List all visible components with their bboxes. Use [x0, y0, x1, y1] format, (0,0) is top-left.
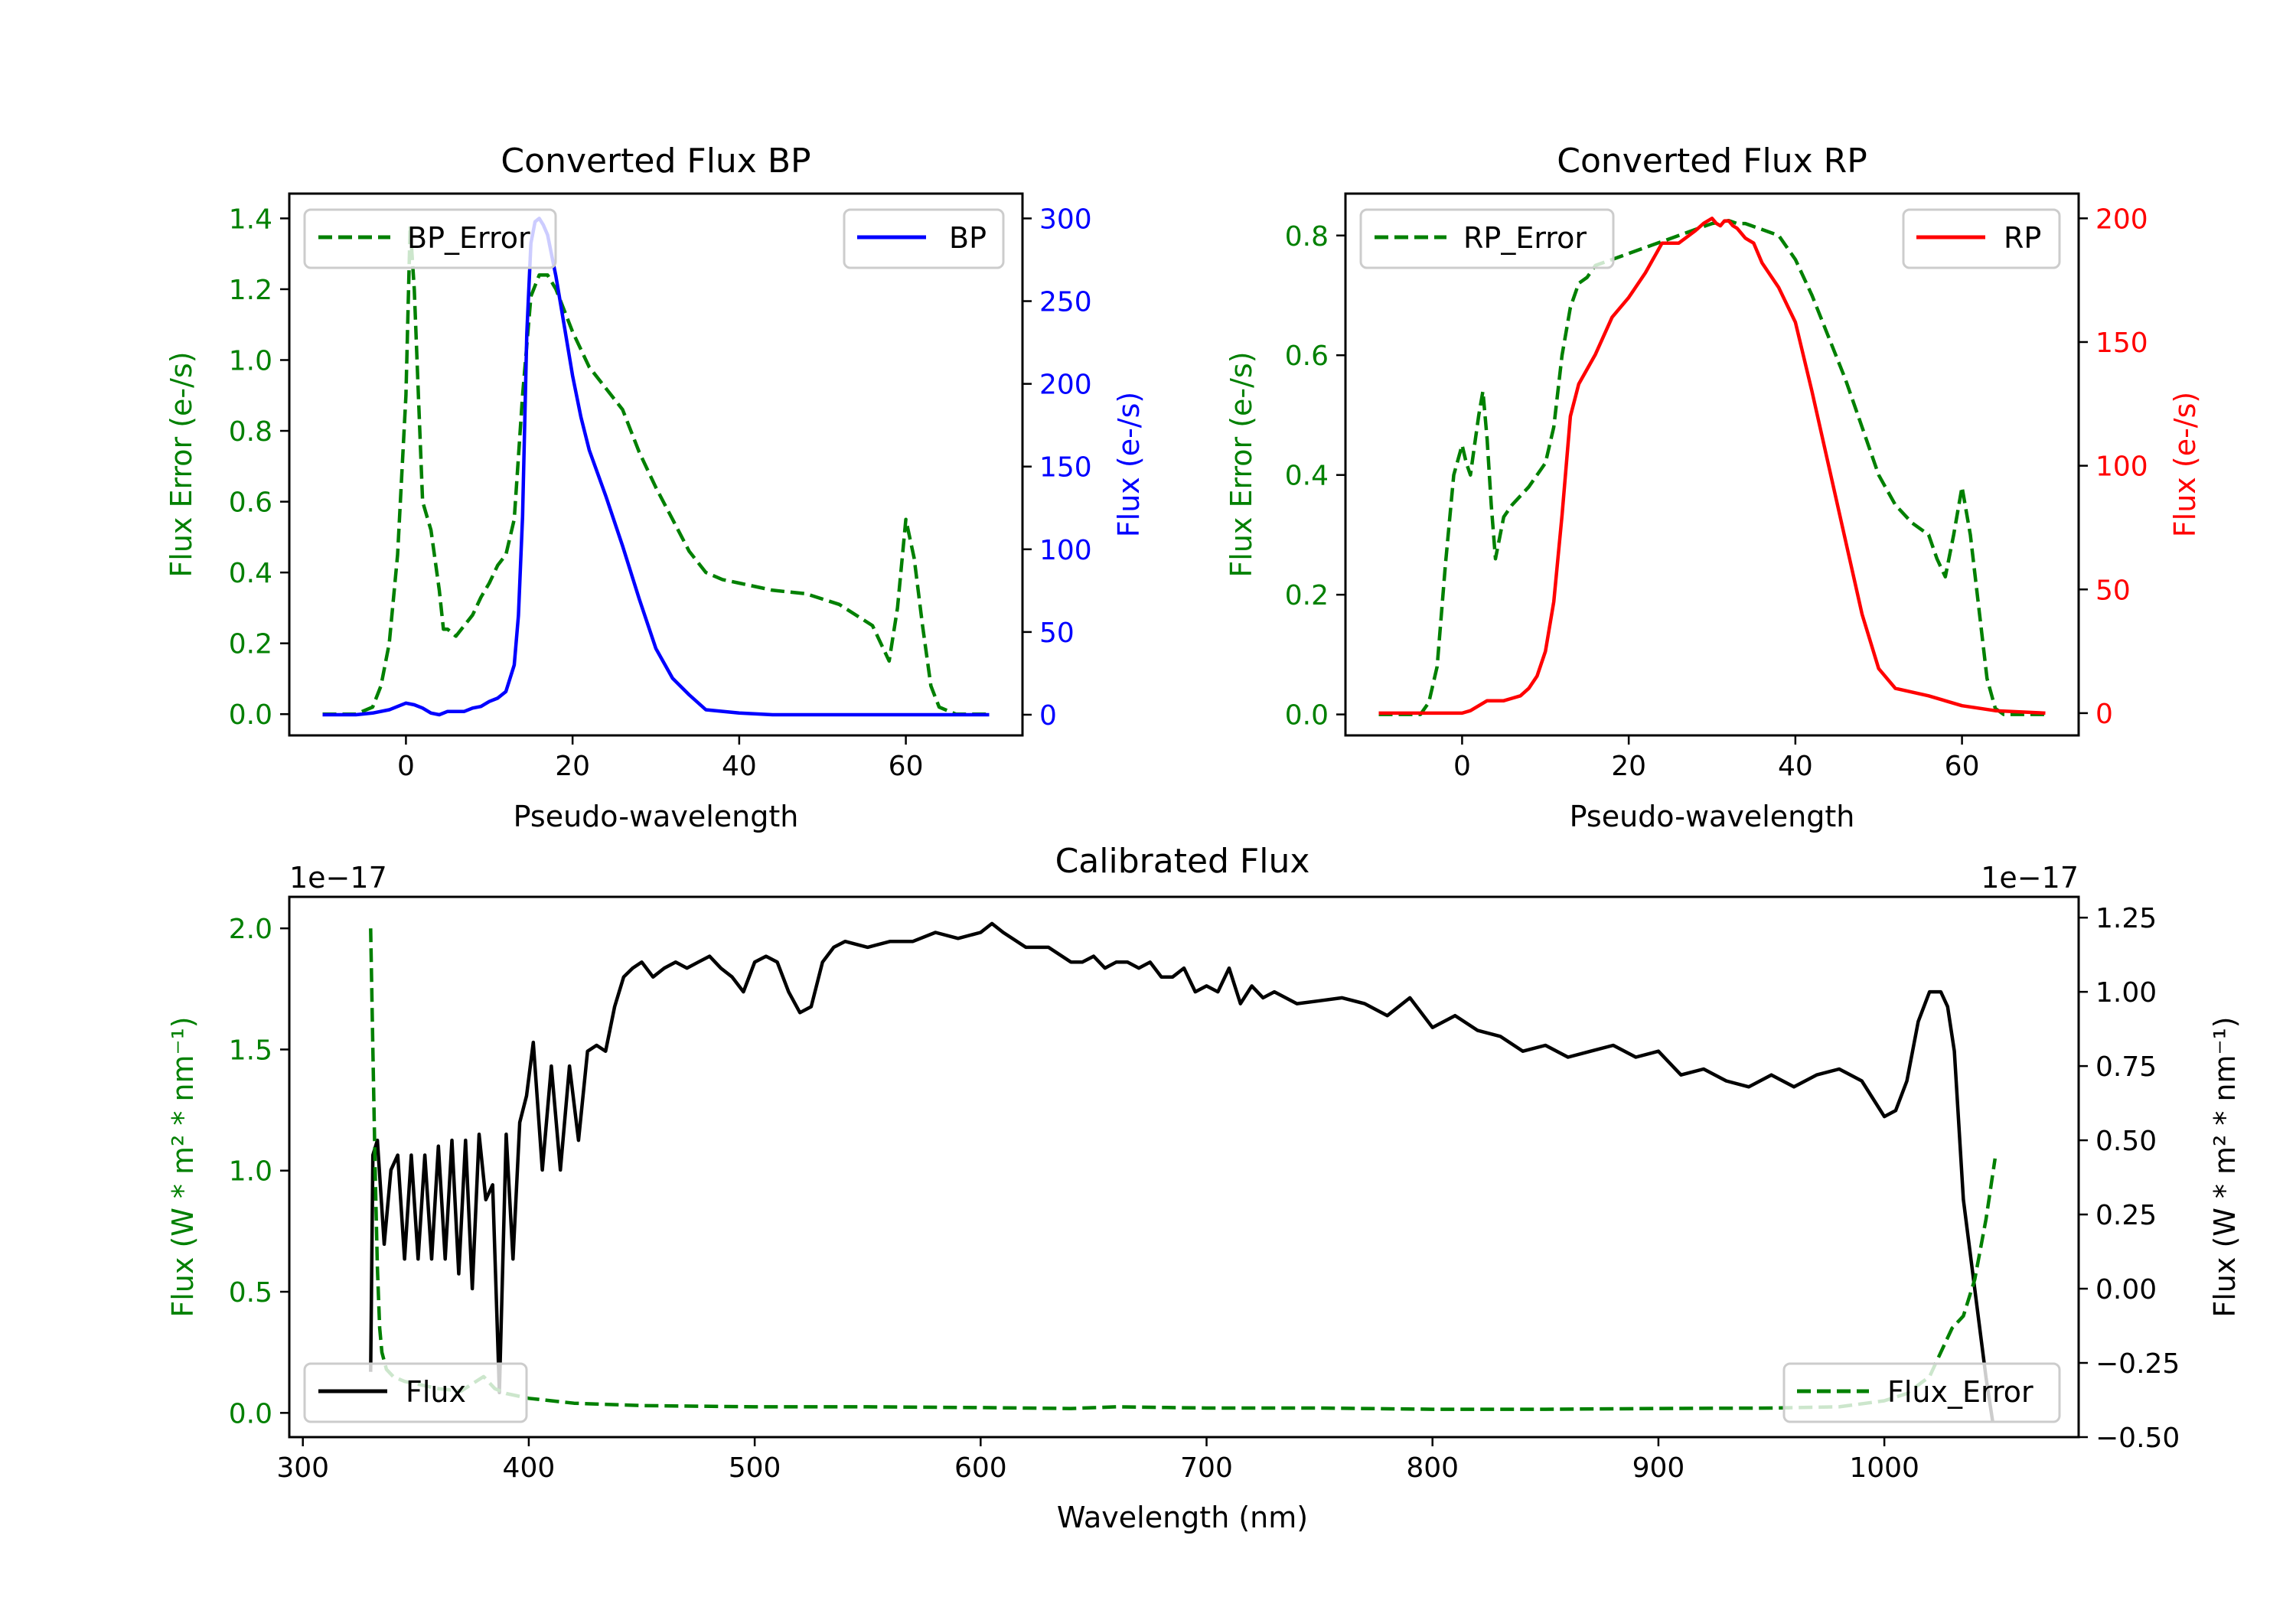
bp-y-right-tick-label: 100: [1039, 535, 1092, 566]
bp-x-tick-label: 0: [397, 751, 415, 782]
bp-legend-label: BP: [949, 221, 987, 255]
rp-y-left-tick-label: 0.8: [1285, 221, 1329, 253]
calibrated-y-right-tick-label: 0.75: [2095, 1051, 2157, 1083]
bp-series-bp-error: [322, 223, 990, 716]
rp-y-right-tick-label: 150: [2095, 328, 2148, 359]
rp-x-tick-label: 40: [1778, 751, 1813, 782]
calibrated-y-right-tick-label: 1.00: [2095, 977, 2157, 1009]
bp-y-left-tick-label: 1.4: [229, 204, 272, 235]
bp-error-legend-label: BP_Error: [407, 221, 530, 255]
calibrated-x-tick-label: 1000: [1849, 1452, 1919, 1484]
calibrated-x-tick-label: 900: [1632, 1452, 1685, 1484]
calibrated-x-tick-label: 700: [1180, 1452, 1233, 1484]
rp-y-left-tick-label: 0.4: [1285, 461, 1329, 492]
bp-y-left-tick-label: 0.2: [229, 629, 272, 660]
flux-error-legend: Flux_Error: [1782, 1362, 2061, 1423]
rp-title: Converted Flux RP: [1557, 142, 1867, 181]
bp-y-right-tick-label: 150: [1039, 452, 1092, 484]
rp-y-left-tick-label: 0.2: [1285, 580, 1329, 611]
flux-error-legend-box: [1782, 1362, 2061, 1423]
rp-error-legend-box: [1359, 208, 1615, 269]
rp-ticks: 0 20 40 60 0.0 0.2 0.4 0.6 0.8 0 50 100 150 200: [1285, 204, 2148, 782]
bp-ylabel-left: Flux Error (e-/s): [165, 351, 198, 577]
bp-panel: Converted Flux BP 0 20 40 60 0.0 0.2 0.4 0.6 0.8…: [165, 142, 1146, 833]
rp-plot-area: [1378, 217, 2046, 716]
calibrated-x-tick-label: 800: [1406, 1452, 1459, 1484]
rp-y-left-tick-label: 0.0: [1285, 700, 1329, 732]
bp-y-left-tick-label: 0.0: [229, 699, 272, 731]
rp-axes-frame: [1344, 192, 2080, 737]
calibrated-y-left-tick-label: 1.5: [229, 1035, 272, 1066]
calibrated-xlabel: Wavelength (nm): [1057, 1501, 1308, 1534]
rp-x-tick-label: 20: [1611, 751, 1646, 782]
flux-legend-box: [303, 1362, 528, 1423]
rp-y-left-tick-label: 0.6: [1285, 341, 1329, 372]
rp-series-rp-error: [1378, 218, 2046, 716]
bp-error-legend-box: [303, 208, 557, 269]
calibrated-y-left-tick-label: 0.0: [229, 1398, 272, 1429]
calibrated-y-right-tick-label: −0.25: [2095, 1348, 2180, 1380]
bp-error-legend: BP_Error: [303, 208, 557, 269]
calibrated-y-right-tick-label: 0.00: [2095, 1274, 2157, 1305]
rp-legend: RP: [1902, 208, 2061, 269]
flux-error-legend-label: Flux_Error: [1887, 1375, 2033, 1409]
bp-y-left-tick-label: 1.0: [229, 345, 272, 376]
calibrated-series-flux: [369, 921, 1995, 1423]
calibrated-offset-right: 1e−17: [1981, 861, 2079, 895]
bp-legend: BP: [843, 208, 1005, 269]
calibrated-y-right-tick-label: −0.50: [2095, 1423, 2180, 1454]
rp-xlabel: Pseudo-wavelength: [1570, 800, 1855, 833]
calibrated-x-tick-label: 300: [276, 1452, 329, 1484]
calibrated-panel: Calibrated Flux 300 400 500 600 700 800 900 100…: [166, 842, 2242, 1534]
rp-y-right-tick-label: 200: [2095, 204, 2148, 235]
bp-y-left-tick-label: 0.8: [229, 416, 272, 448]
flux-legend: Flux: [303, 1362, 528, 1423]
calibrated-ylabel-left: Flux (W * m² * nm⁻¹): [166, 1016, 200, 1317]
calibrated-title: Calibrated Flux: [1055, 842, 1310, 881]
calibrated-ticks: 300 400 500 600 700 800 900 1000 0.0 0.5 1.0 1.5 2.0…: [229, 903, 2180, 1484]
bp-y-left-tick-label: 1.2: [229, 275, 272, 306]
flux-legend-label: Flux: [406, 1375, 466, 1409]
bp-y-right-tick-label: 200: [1039, 370, 1092, 401]
bp-y-right-tick-label: 300: [1039, 204, 1092, 235]
rp-y-right-tick-label: 100: [2095, 451, 2148, 483]
rp-x-tick-label: 60: [1945, 751, 1980, 782]
calibrated-y-left-tick-label: 0.5: [229, 1277, 272, 1309]
calibrated-y-right-tick-label: 1.25: [2095, 903, 2157, 934]
rp-y-right-tick-label: 50: [2095, 575, 2131, 606]
bp-ylabel-right: Flux (e-/s): [1112, 392, 1146, 537]
calibrated-offset-left: 1e−17: [289, 861, 387, 895]
rp-error-legend-label: RP_Error: [1463, 221, 1587, 255]
bp-axes-frame: [288, 192, 1024, 737]
calibrated-y-left-tick-label: 2.0: [229, 914, 272, 945]
rp-legend-label: RP: [2004, 221, 2041, 255]
calibrated-x-tick-label: 500: [729, 1452, 781, 1484]
calibrated-ylabel-right: Flux (W * m² * nm⁻¹): [2208, 1016, 2242, 1317]
rp-ylabel-right: Flux (e-/s): [2168, 392, 2202, 537]
bp-xlabel: Pseudo-wavelength: [514, 800, 799, 833]
calibrated-y-right-tick-label: 0.25: [2095, 1200, 2157, 1231]
bp-x-tick-label: 40: [722, 751, 757, 782]
bp-y-left-tick-label: 0.4: [229, 558, 272, 589]
bp-ticks: 0 20 40 60 0.0 0.2 0.4 0.6 0.8 1.0 1.2 1.4 0 50 100 150…: [229, 204, 1092, 782]
calibrated-y-right-tick-label: 0.50: [2095, 1126, 2157, 1157]
rp-panel: Converted Flux RP 0 20 40 60 0.0 0.2 0.4 0.6 0.8…: [1225, 142, 2202, 833]
rp-x-tick-label: 0: [1453, 751, 1471, 782]
bp-y-right-tick-label: 50: [1039, 618, 1075, 649]
rp-error-legend: RP_Error: [1359, 208, 1615, 269]
calibrated-x-tick-label: 400: [503, 1452, 556, 1484]
rp-series-rp: [1378, 217, 2046, 715]
calibrated-x-tick-label: 600: [954, 1452, 1007, 1484]
calibrated-axes-frame: [288, 895, 2080, 1439]
rp-ylabel-left: Flux Error (e-/s): [1225, 351, 1258, 577]
bp-title: Converted Flux BP: [501, 142, 810, 181]
bp-y-right-tick-label: 250: [1039, 287, 1092, 318]
bp-x-tick-label: 20: [555, 751, 590, 782]
calibrated-y-left-tick-label: 1.0: [229, 1156, 272, 1188]
bp-y-right-tick-label: 0: [1039, 700, 1057, 732]
bp-y-left-tick-label: 0.6: [229, 487, 272, 519]
rp-y-right-tick-label: 0: [2095, 699, 2113, 730]
bp-x-tick-label: 60: [889, 751, 924, 782]
